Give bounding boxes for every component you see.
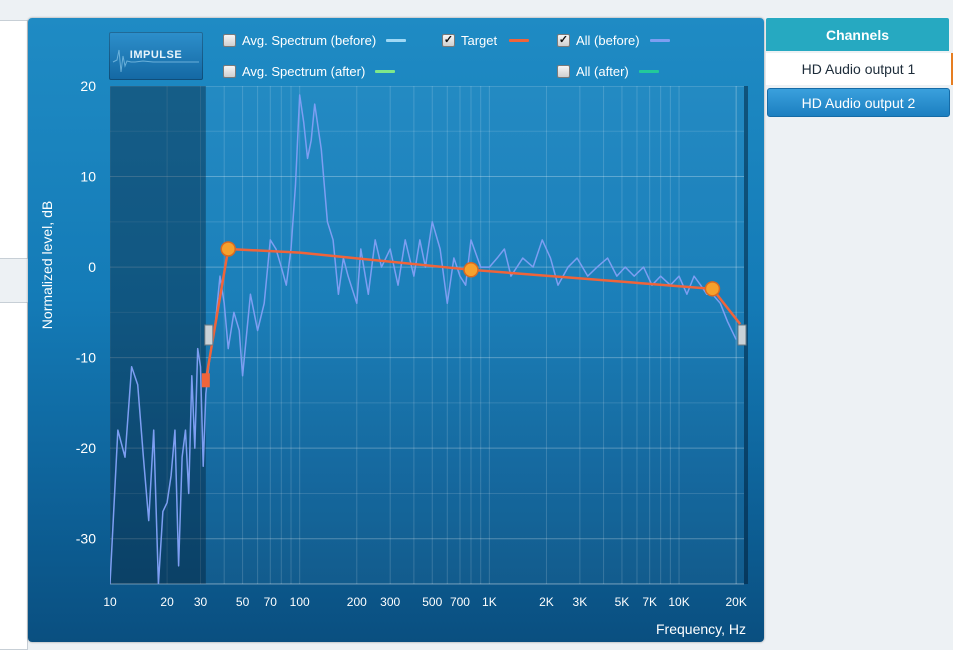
legend-all-before[interactable]: ✓ All (before) (557, 31, 670, 49)
channels-header: Channels (766, 18, 949, 51)
impulse-label: IMPULSE (129, 49, 183, 61)
x-axis-label: Frequency, Hz (656, 621, 746, 637)
x-tick-label: 500 (422, 595, 442, 609)
y-axis-label: Normalized level, dB (39, 201, 55, 329)
target-low-marker[interactable] (201, 373, 210, 388)
channel-item-hd-audio-output-2[interactable]: HD Audio output 2 (767, 88, 950, 117)
x-tick-label: 700 (450, 595, 470, 609)
grid-group (110, 86, 744, 584)
legend-all-after[interactable]: All (after) (557, 62, 659, 80)
y-tick-label: -10 (76, 350, 96, 366)
background-panel-lower (0, 302, 28, 650)
legend-label-all-before: All (before) (576, 32, 640, 48)
y-tick-label: -30 (76, 531, 96, 547)
checkbox-all-after[interactable] (557, 64, 570, 78)
swatch-all-after (638, 69, 659, 73)
x-tick-label: 50 (236, 595, 250, 609)
x-tick-label: 200 (347, 595, 367, 609)
background-panel-upper (0, 20, 28, 259)
legend-avg-spectrum-after[interactable]: Avg. Spectrum (after) (223, 62, 396, 80)
checkbox-avg-spectrum-after[interactable] (223, 64, 236, 78)
legend-label-all-after: All (after) (576, 63, 629, 79)
x-tick-label: 7K (642, 595, 657, 609)
legend-target[interactable]: ✓ Target (442, 31, 530, 49)
x-tick-label: 10K (668, 595, 689, 609)
target-handle[interactable] (220, 241, 236, 257)
excluded-low-region (110, 86, 206, 584)
x-tick-label: 1K (482, 595, 497, 609)
y-tick-label: 10 (80, 169, 96, 185)
swatch-all-before (649, 38, 670, 42)
y-tick-label: 20 (80, 78, 96, 94)
impulse-button[interactable]: IMPULSE (109, 32, 203, 80)
waveform-icon (112, 49, 199, 73)
legend-label-avg-spectrum-before: Avg. Spectrum (before) (242, 32, 377, 48)
channel-item-hd-audio-output-1[interactable]: HD Audio output 1 (766, 53, 953, 85)
series-line-all-before (110, 94, 737, 584)
y-tick-label: 0 (88, 259, 96, 275)
low-range-handle[interactable] (204, 324, 214, 346)
x-tick-label: 30 (194, 595, 208, 609)
x-tick-label: 100 (290, 595, 310, 609)
x-tick-label: 2K (539, 595, 554, 609)
checkbox-avg-spectrum-before[interactable] (223, 33, 236, 47)
swatch-avg-spectrum-before (386, 38, 407, 42)
swatch-avg-spectrum-after (375, 69, 396, 73)
checkbox-target[interactable]: ✓ (442, 33, 455, 47)
target-handle[interactable] (704, 281, 721, 297)
target-handle[interactable] (463, 262, 479, 278)
high-range-handle[interactable] (737, 324, 747, 346)
eq-panel: 20 10 0 -10 -20 -30 10 20 30 50 70 100 200 300 500 700 1… (28, 18, 764, 642)
x-tick-label: 20K (725, 595, 746, 609)
x-tick-label: 3K (573, 595, 588, 609)
legend-label-target: Target (461, 32, 498, 48)
legend-avg-spectrum-before[interactable]: Avg. Spectrum (before) (223, 31, 407, 49)
y-tick-label: -20 (76, 440, 96, 456)
x-tick-label: 5K (615, 595, 630, 609)
x-tick-label: 300 (380, 595, 400, 609)
x-tick-label: 10 (103, 595, 117, 609)
channels-panel: Channels HD Audio output 1 HD Audio outp… (766, 18, 953, 117)
checkbox-all-before[interactable]: ✓ (557, 33, 570, 47)
legend-label-avg-spectrum-after: Avg. Spectrum (after) (242, 63, 366, 79)
x-tick-label: 70 (264, 595, 278, 609)
x-tick-label: 20 (160, 595, 174, 609)
swatch-target (509, 38, 530, 42)
